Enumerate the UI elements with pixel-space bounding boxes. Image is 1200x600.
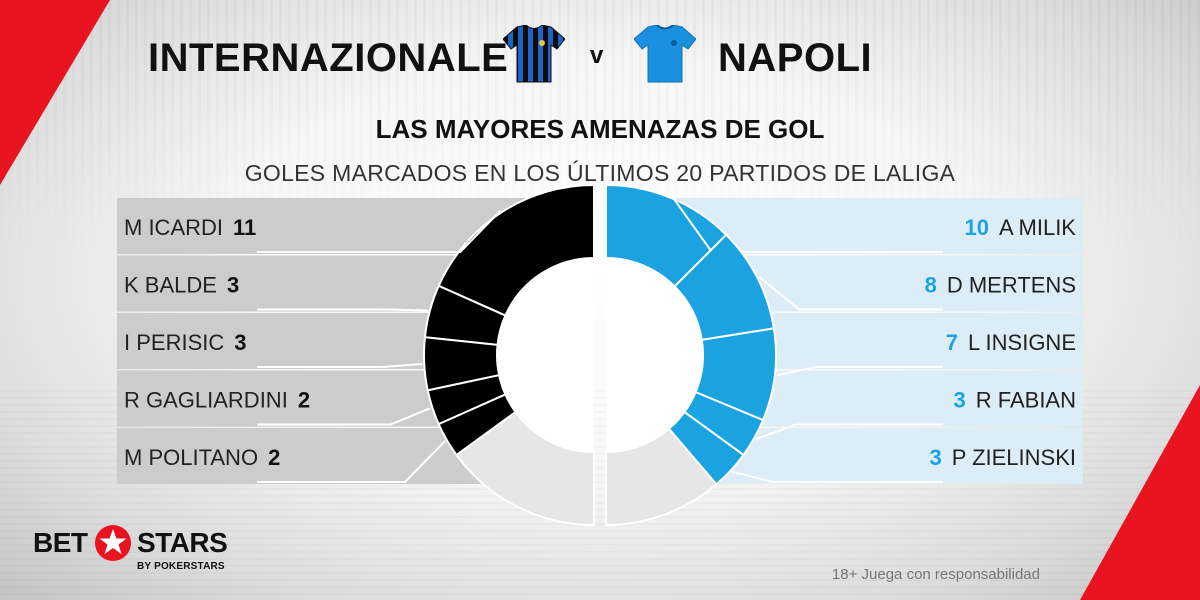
- home-player-name-m-politano: M POLITANO: [124, 445, 258, 470]
- inter-jersey-icon: [503, 25, 565, 83]
- away-player-name-r-fabian: R FABIAN: [976, 388, 1076, 413]
- away-leader-line-d-mertens: [758, 276, 943, 311]
- away-leader-line-p-zielinski: [732, 470, 943, 483]
- responsible-gaming-disclaimer: 18+ Juega con responsabilidad: [831, 566, 1040, 583]
- away-player-goals-d-mertens: 8: [925, 273, 937, 298]
- home-player-goals-m-politano: 2: [268, 445, 280, 470]
- away-player-goals-l-insigne: 7: [946, 330, 958, 355]
- home-donut-hole: [498, 259, 594, 451]
- away-slice-p-zielinski: [667, 410, 745, 486]
- home-team-name: INTERNAZIONALE: [148, 36, 509, 80]
- logo-stars-text: STARS: [137, 527, 228, 558]
- away-label-row-a-milik: [640, 198, 1083, 254]
- away-player-name-d-mertens: D MERTENS: [947, 273, 1076, 298]
- away-donut-hole: [606, 259, 702, 451]
- logo-by-pokerstars: BY POKERSTARS: [137, 561, 225, 572]
- away-player-name-p-zielinski: P ZIELINSKI: [952, 445, 1076, 470]
- away-leader-line-l-insigne: [776, 366, 943, 377]
- logo-bet-text: BET: [33, 527, 88, 558]
- home-slice-m-icardi: [437, 183, 595, 317]
- home-player-goals-r-gagliardini: 2: [298, 388, 310, 413]
- away-player-name-a-milik: A MILIK: [999, 215, 1076, 240]
- chart-title: LAS MAYORES AMENAZAS DE GOL: [375, 114, 825, 144]
- home-player-name-i-perisic: I PERISIC: [124, 330, 224, 355]
- home-player-goals-i-perisic: 3: [234, 330, 246, 355]
- away-player-goals-r-fabian: 3: [954, 388, 966, 413]
- home-leader-line-m-icardi: [257, 210, 502, 253]
- home-player-name-k-balde: K BALDE: [124, 273, 217, 298]
- star-logo-icon: [95, 525, 131, 561]
- away-team-name: NAPOLI: [718, 36, 873, 80]
- away-leader-line-r-fabian: [755, 423, 943, 440]
- home-player-goals-m-icardi: 11: [233, 215, 256, 240]
- home-player-goals-k-balde: 3: [227, 273, 239, 298]
- home-leader-line-r-gagliardini: [257, 407, 431, 426]
- betstars-logo: BET STARS BY POKERSTARS: [33, 525, 233, 579]
- versus-label: v: [590, 42, 604, 69]
- home-slice-m-politano: [437, 393, 517, 457]
- away-player-name-l-insigne: L INSIGNE: [968, 330, 1076, 355]
- home-player-name-r-gagliardini: R GAGLIARDINI: [124, 388, 288, 413]
- away-player-goals-a-milik: 10: [964, 215, 988, 240]
- chart-subtitle: GOLES MARCADOS EN LOS ÚLTIMOS 20 PARTIDO…: [244, 160, 956, 186]
- home-player-name-m-icardi: M ICARDI: [124, 215, 223, 240]
- home-other-goals-slice: [455, 410, 595, 527]
- home-leader-line-k-balde: [257, 308, 428, 312]
- home-leader-line-i-perisic: [257, 363, 423, 368]
- home-label-row-m-icardi: [117, 198, 560, 254]
- away-player-goals-p-zielinski: 3: [929, 445, 941, 470]
- napoli-jersey-icon: [634, 25, 696, 83]
- home-leader-line-m-politano: [257, 440, 446, 483]
